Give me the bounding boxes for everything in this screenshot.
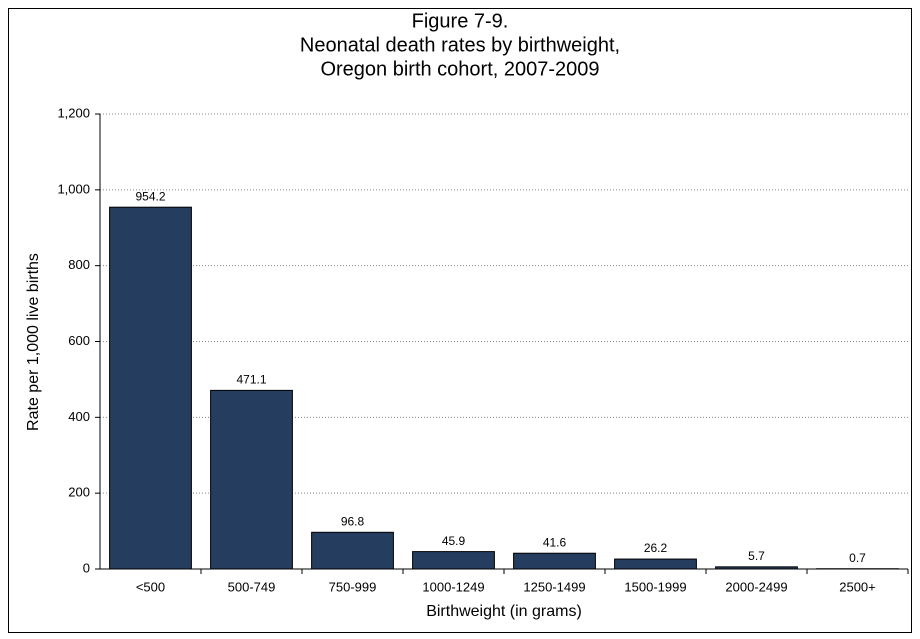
y-tick-label: 600 <box>68 333 90 348</box>
bar <box>614 558 697 570</box>
y-tick-label: 400 <box>68 409 90 424</box>
bar <box>109 206 192 570</box>
chart-title: Figure 7-9. <box>412 10 509 32</box>
x-tick-label: 500-749 <box>228 579 276 594</box>
y-axis-title: Rate per 1,000 live births <box>25 253 42 431</box>
x-tick-label: 1000-1249 <box>422 579 484 594</box>
y-tick-label: 800 <box>68 257 90 272</box>
bar <box>210 389 293 570</box>
y-tick-label: 0 <box>83 560 90 575</box>
chart-title: Neonatal death rates by birthweight, <box>300 34 620 56</box>
y-tick-label: 200 <box>68 485 90 500</box>
x-tick-label: 2000-2499 <box>725 579 787 594</box>
x-axis-title: Birthweight (in grams) <box>426 603 582 620</box>
x-tick-label: 750-999 <box>329 579 377 594</box>
x-tick-label: 1250-1499 <box>523 579 585 594</box>
data-label: 471.1 <box>236 373 266 387</box>
data-label: 0.7 <box>849 551 866 565</box>
x-tick-label: 2500+ <box>839 579 876 594</box>
x-tick-label: <500 <box>136 579 165 594</box>
data-label: 26.2 <box>644 541 668 555</box>
y-tick-label: 1,200 <box>57 105 90 120</box>
x-tick-label: 1500-1999 <box>624 579 686 594</box>
chart-title: Oregon birth cohort, 2007-2009 <box>320 58 599 80</box>
bar <box>311 531 394 570</box>
y-tick-label: 1,000 <box>57 181 90 196</box>
data-label: 41.6 <box>543 535 567 549</box>
data-label: 954.2 <box>135 189 165 203</box>
bar <box>513 552 596 570</box>
bar <box>715 566 798 570</box>
bar <box>412 551 495 570</box>
data-label: 5.7 <box>748 549 765 563</box>
data-label: 45.9 <box>442 534 466 548</box>
data-label: 96.8 <box>341 514 365 528</box>
